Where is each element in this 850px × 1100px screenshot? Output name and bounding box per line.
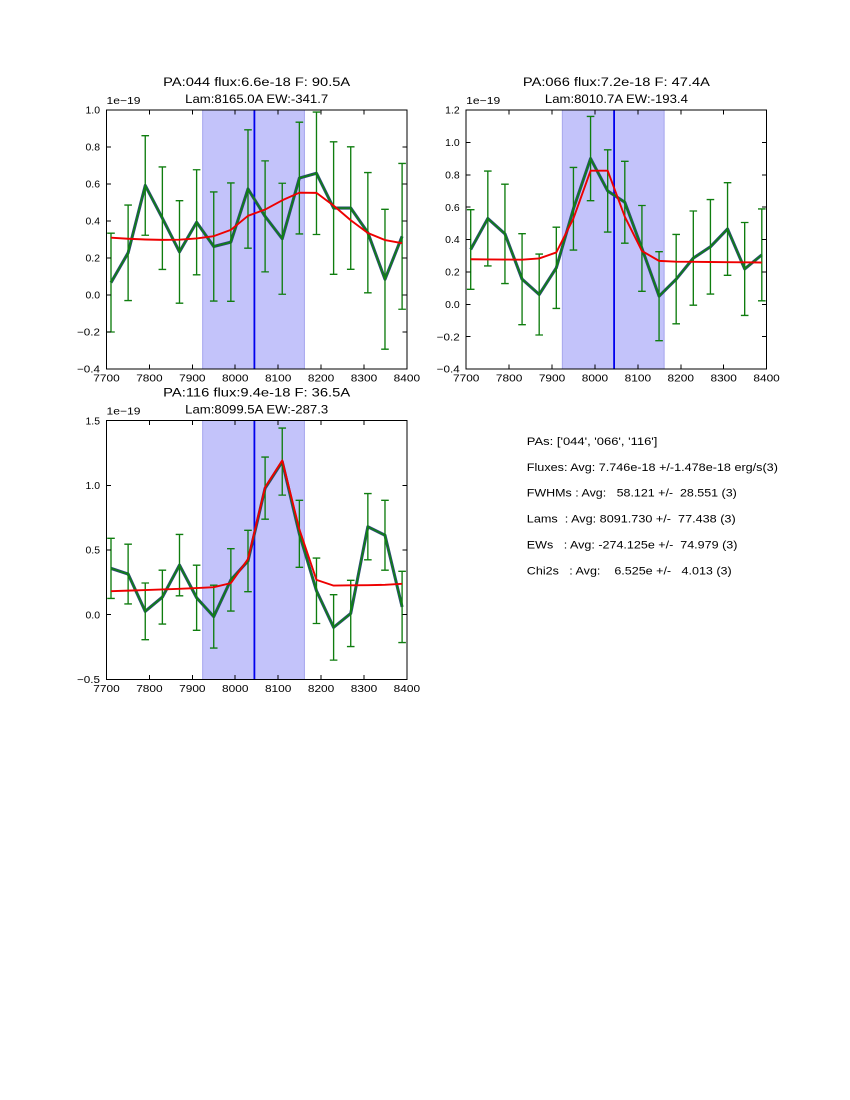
svg-text:PA:066 flux:7.2e-18 F: 47.4A: PA:066 flux:7.2e-18 F: 47.4A bbox=[523, 75, 711, 89]
svg-text:−0.2: −0.2 bbox=[437, 332, 461, 343]
svg-text:Lam:8010.7A EW:-193.4: Lam:8010.7A EW:-193.4 bbox=[545, 92, 688, 106]
svg-text:PA:044 flux:6.6e-18 F: 90.5A: PA:044 flux:6.6e-18 F: 90.5A bbox=[163, 75, 351, 89]
svg-text:7700: 7700 bbox=[93, 684, 120, 695]
svg-text:1e−19: 1e−19 bbox=[107, 96, 142, 107]
svg-text:Fluxes: Avg: 7.746e-18 +/-1.47: Fluxes: Avg: 7.746e-18 +/-1.478e-18 erg/… bbox=[527, 462, 778, 474]
svg-text:0.0: 0.0 bbox=[86, 610, 101, 621]
svg-text:8300: 8300 bbox=[351, 684, 378, 695]
svg-text:EWs : Avg: -274.125e +/- 74: EWs : Avg: -274.125e +/- 74.979 (3) bbox=[527, 539, 738, 551]
svg-text:1.0: 1.0 bbox=[445, 138, 460, 149]
svg-text:1.0: 1.0 bbox=[86, 106, 101, 117]
svg-text:FWHMs : Avg: 58.121 +/- 28.: FWHMs : Avg: 58.121 +/- 28.551 (3) bbox=[527, 488, 737, 500]
svg-text:Lam:8165.0A EW:-341.7: Lam:8165.0A EW:-341.7 bbox=[185, 92, 328, 106]
svg-text:0.5: 0.5 bbox=[86, 546, 101, 557]
svg-text:8100: 8100 bbox=[265, 373, 292, 384]
svg-text:1e−19: 1e−19 bbox=[107, 406, 142, 417]
svg-text:8100: 8100 bbox=[625, 373, 652, 384]
svg-text:1.5: 1.5 bbox=[86, 416, 101, 427]
svg-text:8400: 8400 bbox=[394, 373, 421, 384]
svg-text:7700: 7700 bbox=[93, 373, 120, 384]
svg-text:1e−19: 1e−19 bbox=[466, 96, 501, 107]
svg-text:8200: 8200 bbox=[308, 684, 335, 695]
svg-text:0.2: 0.2 bbox=[86, 254, 101, 265]
svg-text:0.4: 0.4 bbox=[445, 235, 460, 246]
svg-text:0.2: 0.2 bbox=[445, 268, 460, 279]
svg-text:Lam:8099.5A EW:-287.3: Lam:8099.5A EW:-287.3 bbox=[185, 403, 328, 417]
svg-text:1.0: 1.0 bbox=[86, 481, 101, 492]
svg-text:0.6: 0.6 bbox=[86, 180, 101, 191]
svg-text:8000: 8000 bbox=[222, 373, 249, 384]
svg-text:7900: 7900 bbox=[179, 684, 206, 695]
svg-text:8300: 8300 bbox=[710, 373, 737, 384]
svg-text:7700: 7700 bbox=[453, 373, 480, 384]
svg-text:0.8: 0.8 bbox=[86, 143, 101, 154]
svg-text:−0.2: −0.2 bbox=[77, 328, 101, 339]
svg-text:8400: 8400 bbox=[394, 684, 421, 695]
svg-text:Chi2s : Avg: 6.525e +/-: Chi2s : Avg: 6.525e +/- 4.013 (3) bbox=[527, 565, 732, 577]
svg-text:0.8: 0.8 bbox=[445, 170, 460, 181]
svg-text:8400: 8400 bbox=[753, 373, 780, 384]
svg-text:8200: 8200 bbox=[668, 373, 695, 384]
svg-text:7900: 7900 bbox=[179, 373, 206, 384]
svg-text:−0.5: −0.5 bbox=[77, 675, 101, 686]
svg-text:−0.4: −0.4 bbox=[77, 365, 101, 376]
svg-text:1.2: 1.2 bbox=[445, 106, 460, 117]
svg-text:7900: 7900 bbox=[539, 373, 566, 384]
svg-text:PAs: ['044', '066', '116']: PAs: ['044', '066', '116'] bbox=[527, 436, 658, 448]
svg-text:0.0: 0.0 bbox=[445, 300, 460, 311]
svg-text:7800: 7800 bbox=[136, 373, 163, 384]
svg-text:7800: 7800 bbox=[136, 684, 163, 695]
svg-text:−0.4: −0.4 bbox=[437, 365, 461, 376]
svg-text:Lams : Avg: 8091.730 +/- 77.: Lams : Avg: 8091.730 +/- 77.438 (3) bbox=[527, 514, 736, 526]
svg-text:8000: 8000 bbox=[582, 373, 609, 384]
svg-text:0.4: 0.4 bbox=[86, 217, 101, 228]
svg-text:0.6: 0.6 bbox=[445, 203, 460, 214]
svg-text:8300: 8300 bbox=[351, 373, 378, 384]
svg-text:7800: 7800 bbox=[496, 373, 523, 384]
svg-text:PA:116 flux:9.4e-18 F: 36.5A: PA:116 flux:9.4e-18 F: 36.5A bbox=[163, 386, 351, 400]
svg-text:8200: 8200 bbox=[308, 373, 335, 384]
svg-text:8100: 8100 bbox=[265, 684, 292, 695]
svg-text:8000: 8000 bbox=[222, 684, 249, 695]
svg-text:0.0: 0.0 bbox=[86, 291, 101, 302]
